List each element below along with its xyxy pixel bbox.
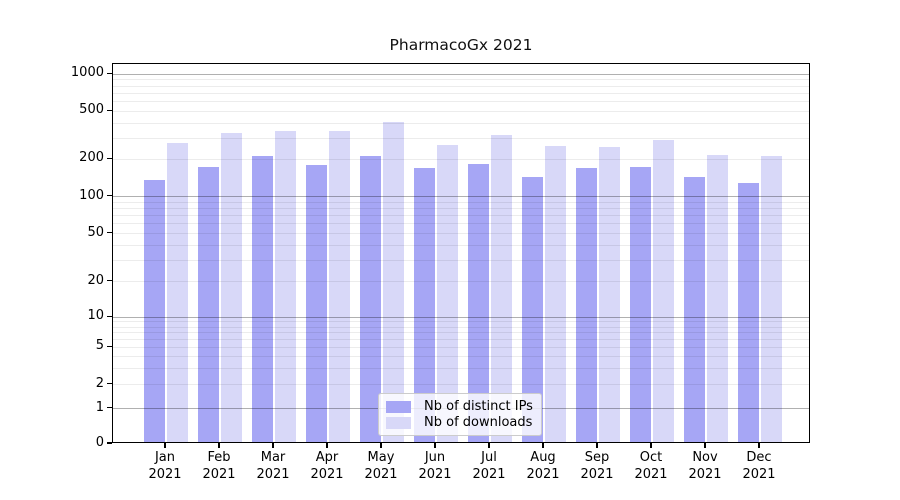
y-tick-label: 200 bbox=[79, 150, 104, 166]
bar-downloads bbox=[329, 130, 350, 442]
legend-label-downloads: Nb of downloads bbox=[424, 415, 533, 430]
bar-distinct-ips bbox=[198, 167, 219, 442]
bar-distinct-ips bbox=[414, 167, 435, 442]
y-tick-label: 50 bbox=[87, 224, 104, 240]
bar-downloads bbox=[707, 154, 728, 442]
y-tick-label: 0 bbox=[95, 435, 104, 450]
bar-distinct-ips bbox=[738, 183, 759, 442]
bar-distinct-ips bbox=[576, 168, 597, 442]
y-tick-mark bbox=[107, 407, 112, 409]
x-tick-label: Jul 2021 bbox=[472, 450, 506, 482]
bar-distinct-ips bbox=[360, 156, 381, 442]
x-tick-mark bbox=[218, 443, 220, 448]
x-tick-label: Dec 2021 bbox=[742, 450, 776, 482]
x-tick-label: Feb 2021 bbox=[202, 450, 236, 482]
x-tick-mark bbox=[704, 443, 706, 448]
bar-downloads bbox=[167, 142, 188, 442]
x-tick-label: Aug 2021 bbox=[526, 450, 560, 482]
bar-distinct-ips bbox=[252, 156, 273, 442]
plot-area bbox=[112, 63, 810, 443]
y-tick-mark bbox=[107, 345, 112, 347]
x-tick-mark bbox=[380, 443, 382, 448]
bar-downloads bbox=[491, 135, 512, 442]
y-tick-mark bbox=[107, 157, 112, 159]
bar-downloads bbox=[653, 139, 674, 442]
y-tick-mark bbox=[107, 442, 112, 444]
legend-label-distinct-ips: Nb of distinct IPs bbox=[424, 399, 533, 414]
x-tick-label: Jan 2021 bbox=[148, 450, 182, 482]
x-tick-mark bbox=[542, 443, 544, 448]
y-tick-label: 1000 bbox=[70, 65, 104, 81]
bar-distinct-ips bbox=[630, 167, 651, 442]
x-tick-mark bbox=[488, 443, 490, 448]
bar-distinct-ips bbox=[306, 165, 327, 442]
x-tick-mark bbox=[650, 443, 652, 448]
y-tick-mark bbox=[107, 280, 112, 282]
chart-title: PharmacoGx 2021 bbox=[389, 36, 533, 54]
x-tick-mark bbox=[434, 443, 436, 448]
x-tick-label: Jun 2021 bbox=[418, 450, 452, 482]
x-tick-mark bbox=[164, 443, 166, 448]
y-tick-label: 20 bbox=[87, 272, 104, 288]
bar-downloads bbox=[599, 146, 620, 442]
x-tick-mark bbox=[758, 443, 760, 448]
x-tick-label: Nov 2021 bbox=[688, 450, 722, 482]
x-tick-label: Sep 2021 bbox=[580, 450, 614, 482]
bar-downloads bbox=[275, 131, 296, 442]
y-tick-label: 500 bbox=[79, 102, 104, 118]
x-tick-mark bbox=[326, 443, 328, 448]
y-tick-mark bbox=[107, 72, 112, 74]
legend-item-distinct-ips: Nb of distinct IPs bbox=[386, 399, 533, 414]
bar-distinct-ips bbox=[144, 179, 165, 442]
x-tick-mark bbox=[272, 443, 274, 448]
x-tick-mark bbox=[596, 443, 598, 448]
legend-swatch-distinct-ips-icon bbox=[386, 400, 411, 413]
y-tick-label: 5 bbox=[95, 338, 104, 354]
x-tick-label: May 2021 bbox=[364, 450, 398, 482]
x-tick-label: Mar 2021 bbox=[256, 450, 290, 482]
legend: Nb of distinct IPs Nb of downloads bbox=[378, 393, 542, 436]
legend-item-downloads: Nb of downloads bbox=[386, 415, 533, 430]
y-tick-mark bbox=[107, 109, 112, 111]
bar-downloads bbox=[761, 155, 782, 442]
x-tick-label: Oct 2021 bbox=[634, 450, 668, 482]
bar-downloads bbox=[545, 145, 566, 442]
y-tick-label: 100 bbox=[79, 187, 104, 203]
bar-distinct-ips bbox=[684, 176, 705, 442]
bar-downloads bbox=[221, 132, 242, 442]
legend-swatch-downloads-icon bbox=[386, 416, 411, 429]
y-tick-label: 10 bbox=[87, 308, 104, 324]
bar-distinct-ips bbox=[468, 164, 489, 442]
y-tick-mark bbox=[107, 232, 112, 234]
bar-layer bbox=[113, 64, 809, 442]
y-tick-mark bbox=[107, 382, 112, 385]
bar-downloads bbox=[383, 122, 404, 442]
y-tick-label: 2 bbox=[95, 375, 104, 391]
bar-distinct-ips bbox=[522, 176, 543, 442]
x-tick-label: Apr 2021 bbox=[310, 450, 344, 482]
bar-downloads bbox=[437, 144, 458, 442]
y-tick-mark bbox=[107, 194, 112, 197]
y-tick-label: 1 bbox=[95, 399, 104, 415]
y-tick-mark bbox=[107, 315, 112, 317]
